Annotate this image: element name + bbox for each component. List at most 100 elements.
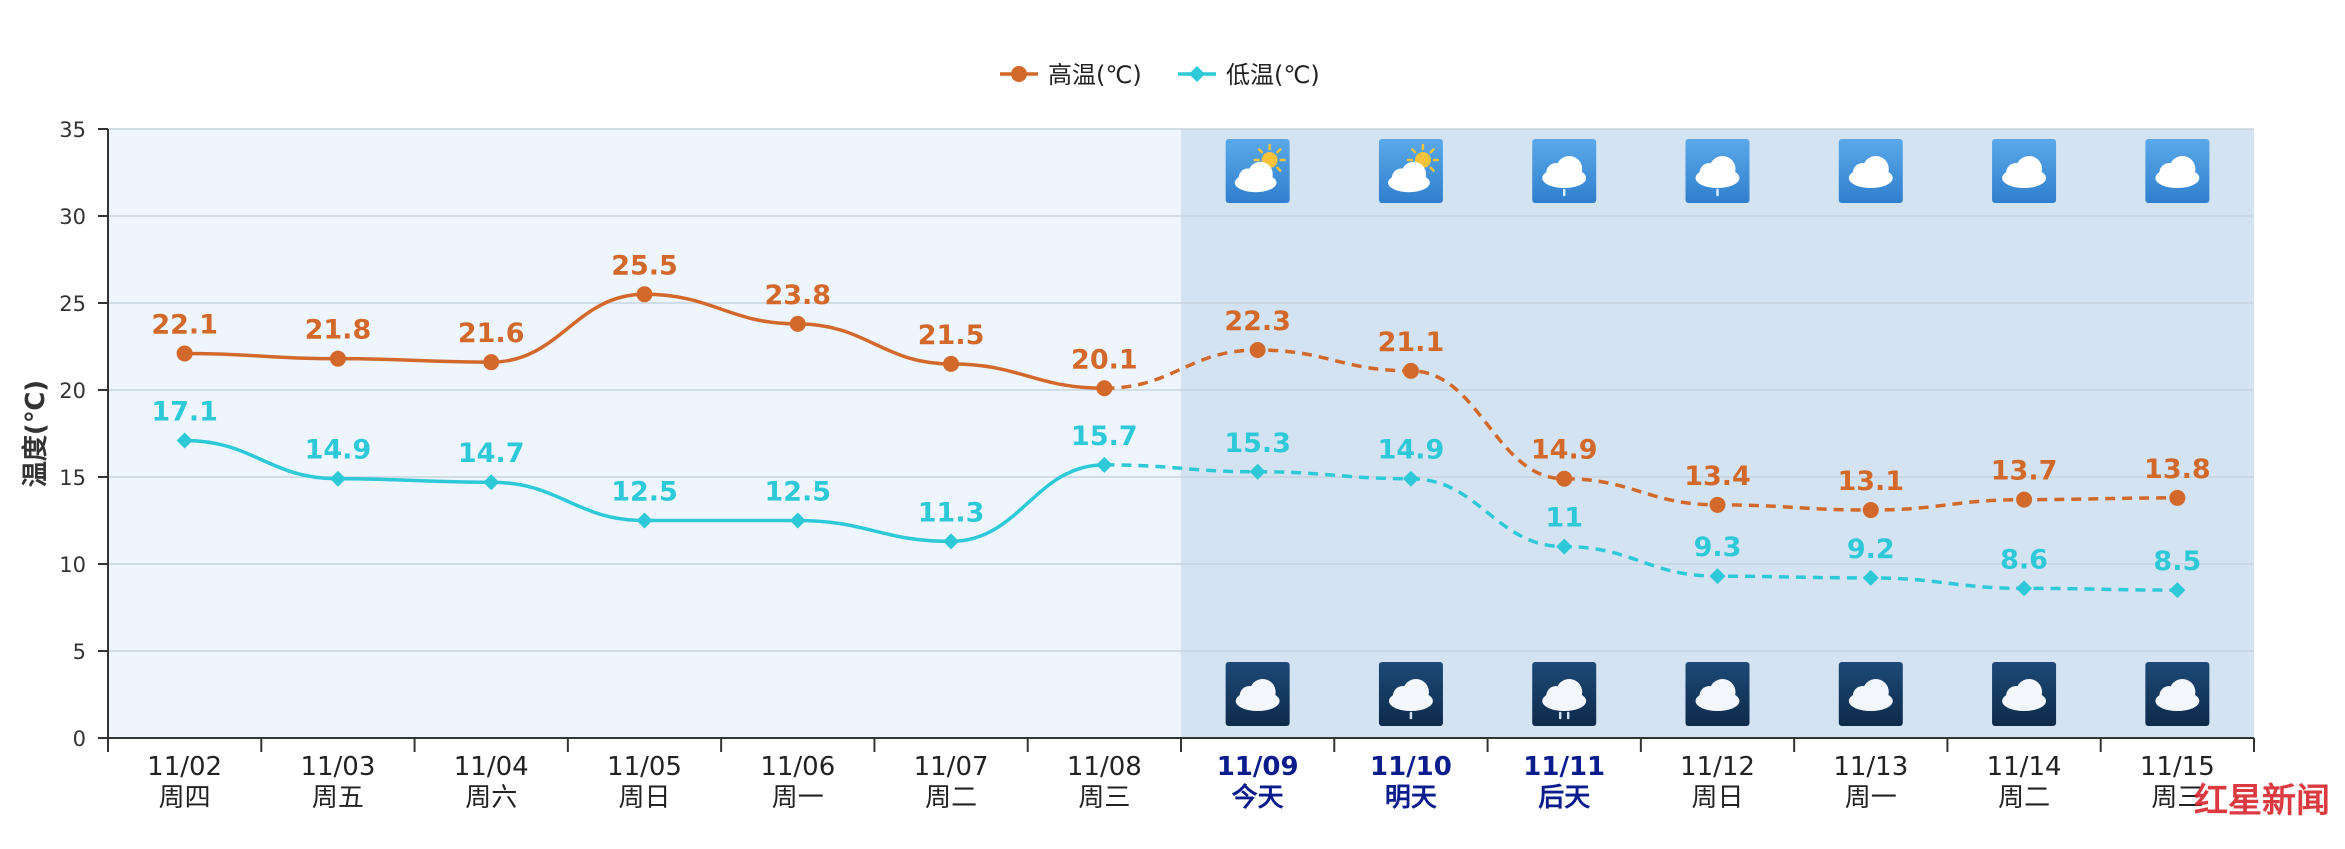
data-label: 21.5 xyxy=(918,320,985,351)
forecast-background xyxy=(1181,129,2254,738)
data-label: 23.8 xyxy=(764,280,831,311)
x-weekday-label: 周一 xyxy=(772,783,824,813)
sun-ray xyxy=(1429,148,1435,154)
sun-ray xyxy=(1276,166,1282,172)
data-label: 21.8 xyxy=(305,315,372,346)
x-weekday-label: 周二 xyxy=(925,783,977,813)
sun-ray xyxy=(1276,148,1282,154)
x-weekday-label: 周六 xyxy=(465,783,517,813)
x-date-label: 11/06 xyxy=(760,752,835,782)
data-label: 13.8 xyxy=(2144,454,2211,485)
data-point xyxy=(483,474,500,491)
y-tick-label: 20 xyxy=(59,379,86,403)
data-point xyxy=(1709,496,1726,513)
watermark-text: 红星新闻 xyxy=(2194,781,2330,821)
data-label: 20.1 xyxy=(1071,344,1138,375)
x-date-label: 11/03 xyxy=(300,752,375,782)
data-point xyxy=(789,315,806,332)
x-weekday-label: 明天 xyxy=(1385,783,1437,813)
data-point xyxy=(2016,580,2033,597)
data-point xyxy=(1402,470,1419,487)
data-label: 13.4 xyxy=(1684,461,1751,492)
data-point xyxy=(2169,489,2186,506)
data-point xyxy=(1096,380,1113,397)
cloud-drizzle-icon xyxy=(1378,662,1443,726)
data-point xyxy=(636,286,653,303)
gridlines xyxy=(108,128,2254,652)
data-point xyxy=(636,512,653,529)
plot-background xyxy=(108,129,2254,738)
sun-ray xyxy=(1257,148,1264,154)
data-point xyxy=(2169,582,2186,599)
cloud-drizzle-icon xyxy=(1685,139,1750,203)
series-line-forecast xyxy=(1104,463,2178,592)
x-date-label: 11/08 xyxy=(1067,752,1142,782)
x-date-label: 11/15 xyxy=(2140,752,2215,782)
data-point xyxy=(176,432,193,449)
data-point xyxy=(1402,362,1419,379)
cloud-puff xyxy=(2016,679,2043,705)
y-tick-label: 30 xyxy=(59,205,86,229)
data-label: 25.5 xyxy=(611,250,678,281)
legend-label: 低温(℃) xyxy=(1226,61,1320,89)
data-point xyxy=(1249,341,1266,358)
data-label: 14.9 xyxy=(1531,435,1598,466)
data-point xyxy=(176,345,193,362)
cloud-puff xyxy=(2169,156,2196,182)
x-date-label: 11/02 xyxy=(147,752,222,782)
weather-icons xyxy=(1225,139,2210,726)
data-label: 13.7 xyxy=(1991,456,2058,487)
y-axis-title: 温度(℃) xyxy=(20,380,51,487)
data-label: 12.5 xyxy=(611,477,678,508)
data-label: 12.5 xyxy=(764,477,831,508)
y-tick-label: 35 xyxy=(59,118,86,142)
data-point xyxy=(943,533,960,550)
history-background xyxy=(108,129,1181,738)
cloud-icon xyxy=(1992,139,2057,203)
data-label: 14.7 xyxy=(458,438,525,469)
x-weekday-label: 周一 xyxy=(1845,783,1897,813)
x-weekday-label: 周四 xyxy=(159,783,211,813)
x-weekday-label: 周日 xyxy=(618,783,670,813)
data-point xyxy=(1096,456,1113,473)
data-label: 11.3 xyxy=(918,497,985,528)
data-label: 9.2 xyxy=(1847,534,1895,565)
legend: 高温(℃) 低温(℃) xyxy=(1000,61,1320,89)
data-label: 15.7 xyxy=(1071,421,1138,452)
data-point xyxy=(1862,502,1879,519)
cloud-rain-icon xyxy=(1532,662,1597,726)
sun-ray xyxy=(1429,166,1435,172)
x-weekday-label: 周二 xyxy=(1998,783,2050,813)
cloud-puff xyxy=(1402,679,1429,705)
x-weekday-label: 周三 xyxy=(1078,783,1130,813)
data-point xyxy=(1249,463,1266,480)
cloud-puff xyxy=(1862,156,1889,182)
data-point xyxy=(1709,568,1726,585)
data-point xyxy=(329,470,346,487)
data-point xyxy=(329,350,346,367)
cloud-puff xyxy=(1401,161,1427,187)
x-weekday-label: 周三 xyxy=(2151,783,2203,813)
data-label: 9.3 xyxy=(1694,532,1742,563)
x-date-label: 11/07 xyxy=(914,752,989,782)
data-point xyxy=(1556,538,1573,555)
watermark: 红星新闻 xyxy=(2194,781,2330,821)
x-date-label: 11/09 xyxy=(1217,752,1299,782)
data-label: 22.3 xyxy=(1224,306,1291,337)
cloud-puff xyxy=(1862,679,1889,705)
data-label: 8.6 xyxy=(2000,544,2048,575)
legend-marker xyxy=(1189,66,1205,82)
cloud-icon xyxy=(1838,139,1903,203)
y-tick-label: 15 xyxy=(59,466,86,490)
data-point xyxy=(1556,470,1573,487)
cloud-icon xyxy=(1225,662,1290,726)
cloud-icon xyxy=(2145,139,2210,203)
series-lines: 22.1 21.8 21.6 25.5 23.8 21.5 20.1 22.3 21.1 14.9… xyxy=(151,250,2211,599)
data-point xyxy=(483,354,500,371)
data-label: 17.1 xyxy=(151,396,218,427)
cloud-puff xyxy=(2169,679,2196,705)
cloud-icon xyxy=(1992,662,2057,726)
